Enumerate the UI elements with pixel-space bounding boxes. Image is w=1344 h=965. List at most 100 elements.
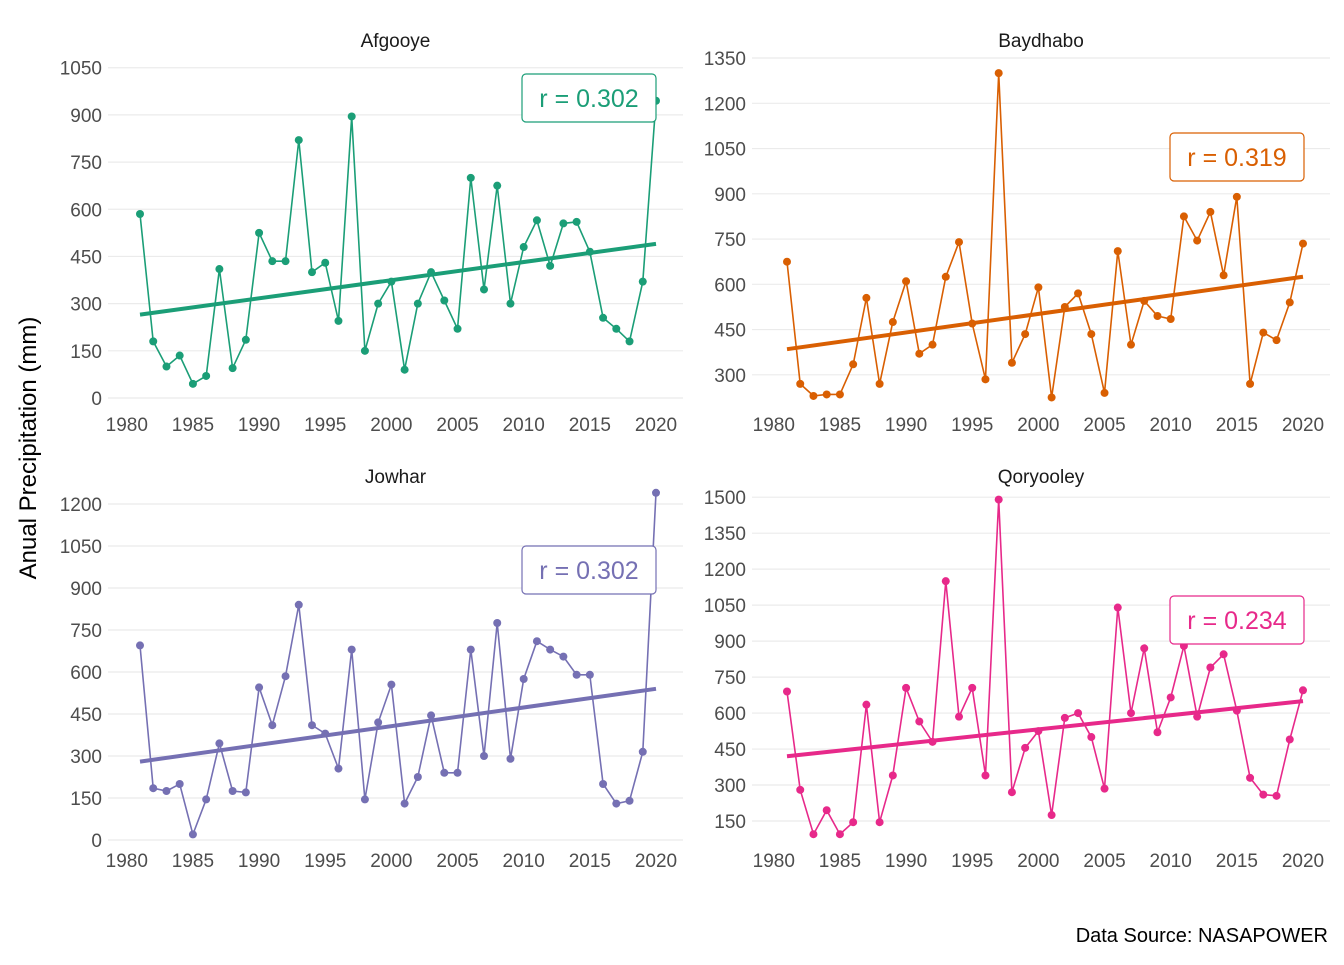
data-point (387, 277, 396, 286)
data-point (532, 216, 541, 225)
x-tick-label: 2020 (635, 415, 677, 436)
data-point (994, 69, 1003, 78)
data-point (294, 600, 303, 609)
data-point (1179, 212, 1188, 221)
data-point (1047, 393, 1056, 402)
data-point (215, 265, 224, 274)
data-point (862, 700, 871, 709)
data-point (941, 272, 950, 281)
x-tick-label: 1980 (753, 415, 795, 436)
data-point (1087, 733, 1096, 742)
x-tick-label: 2005 (1083, 851, 1125, 872)
data-point (1219, 650, 1228, 659)
y-tick-label: 750 (714, 230, 746, 251)
y-tick-label: 300 (70, 747, 102, 768)
data-point (466, 173, 475, 182)
series-line (139, 492, 657, 838)
data-point (149, 337, 158, 346)
data-point (268, 257, 277, 266)
data-point (175, 780, 184, 788)
annotation-text: r = 0.302 (539, 557, 638, 585)
y-tick-label: 900 (70, 579, 102, 600)
data-point (941, 577, 950, 586)
data-point (334, 764, 343, 773)
data-point (493, 181, 502, 190)
x-tick-label: 1985 (819, 851, 861, 872)
x-tick-label: 2020 (635, 851, 677, 872)
annotation-text: r = 0.302 (539, 85, 638, 113)
panel-afgooye: 0 150 300 450 600 750 900 1050 1980 1985 1990 1995 2… (60, 31, 683, 436)
data-point (572, 670, 581, 679)
data-point (955, 712, 963, 721)
data-point (360, 346, 369, 355)
data-point (1232, 192, 1241, 201)
y-tick-label: 750 (70, 621, 102, 642)
data-point (453, 324, 462, 333)
y-tick-label: 1500 (704, 488, 746, 509)
data-point (902, 683, 911, 692)
data-point (1007, 358, 1016, 367)
data-point (796, 785, 805, 794)
x-tick-label: 2000 (370, 851, 412, 872)
data-point (321, 258, 330, 267)
data-point (532, 637, 541, 646)
y-tick-label: 150 (70, 342, 102, 363)
data-point (1299, 239, 1307, 248)
data-point (1285, 735, 1294, 744)
panel-qoryooley: 150 300 450 600 750 900 1050 1200 1350 1500 1980 19… (704, 467, 1330, 872)
data-point (599, 780, 608, 788)
x-tick-label: 2015 (569, 851, 611, 872)
data-point (875, 379, 884, 388)
data-point (902, 277, 911, 286)
data-point (1246, 773, 1255, 782)
x-tick-label: 1980 (753, 851, 795, 872)
data-point (387, 680, 396, 689)
data-point (136, 209, 144, 218)
data-point (875, 818, 884, 827)
y-tick-label: 1050 (704, 596, 746, 617)
data-point (466, 645, 475, 654)
data-point (1153, 728, 1162, 737)
y-tick-label: 900 (714, 632, 746, 653)
x-tick-label: 2005 (436, 851, 478, 872)
data-point (1113, 603, 1122, 612)
data-point (652, 488, 660, 497)
data-point (308, 721, 316, 730)
data-point (915, 717, 924, 726)
x-tick-label: 2020 (1282, 415, 1324, 436)
x-tick-label: 1985 (819, 415, 861, 436)
data-point (968, 683, 977, 692)
data-point (625, 337, 634, 346)
data-point (1021, 743, 1030, 752)
data-point (1259, 328, 1268, 337)
data-point (1113, 247, 1122, 256)
y-axis-label: Anual Precipitation (mm) (15, 317, 42, 580)
x-tick-label: 2020 (1282, 851, 1324, 872)
x-tick-label: 1990 (238, 415, 280, 436)
data-point (506, 754, 515, 763)
data-point (1206, 663, 1215, 672)
data-point (1206, 207, 1215, 216)
y-tick-label: 900 (714, 185, 746, 206)
data-point (1060, 713, 1069, 722)
data-point (1074, 289, 1083, 298)
x-tick-label: 1980 (106, 851, 148, 872)
data-point (321, 729, 330, 738)
data-point (981, 771, 990, 780)
trend-line (139, 686, 657, 764)
data-point (268, 721, 277, 730)
data-point (294, 136, 303, 145)
y-tick-label: 300 (714, 776, 746, 797)
data-point (1272, 791, 1281, 800)
data-point (1127, 340, 1135, 349)
x-tick-label: 2015 (1216, 851, 1258, 872)
y-tick-label: 300 (70, 295, 102, 316)
y-tick-label: 600 (714, 275, 746, 296)
data-point (413, 299, 422, 308)
data-point (1246, 379, 1255, 388)
data-point (928, 340, 937, 349)
y-tick-label: 1050 (704, 140, 746, 161)
data-point (1259, 790, 1268, 799)
y-tick-label: 450 (70, 247, 102, 268)
